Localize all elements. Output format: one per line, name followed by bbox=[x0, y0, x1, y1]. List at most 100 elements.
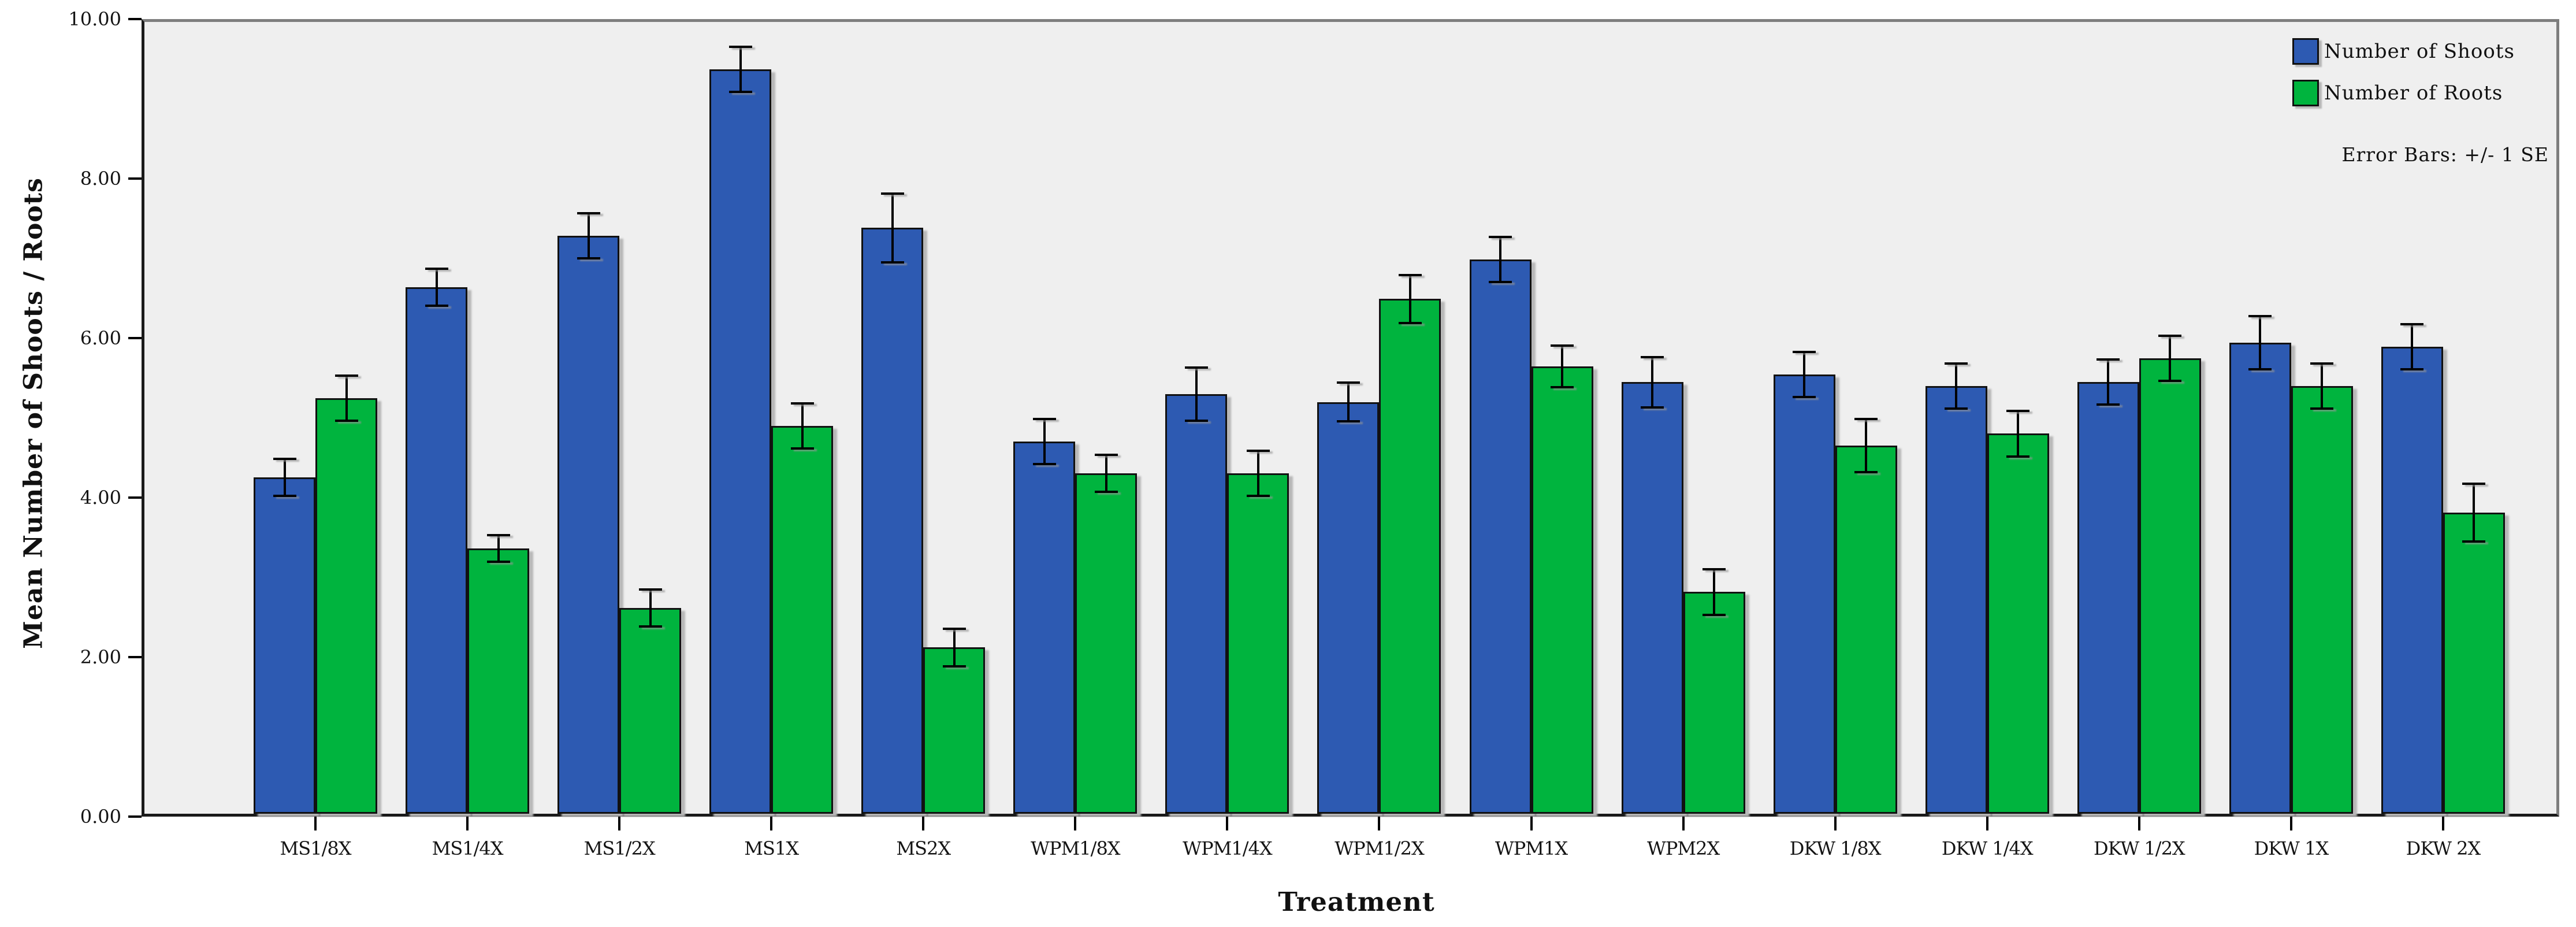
error-bar-cap bbox=[1945, 407, 1968, 410]
y-axis-tick-label: 10.00 bbox=[68, 8, 121, 30]
error-bar-stem bbox=[1713, 568, 1716, 616]
error-bar-cap bbox=[1398, 322, 1422, 325]
bar-roots-10 bbox=[1835, 446, 1897, 814]
legend-item-roots: Number of Roots bbox=[2292, 80, 2515, 106]
x-axis-category-label: DKW 1/2X bbox=[2093, 837, 2185, 859]
bar-roots-1 bbox=[467, 548, 530, 814]
error-bar-cap bbox=[2006, 455, 2030, 458]
error-bar-cap bbox=[577, 212, 600, 214]
error-bar-stem bbox=[801, 402, 804, 450]
error-bar-stem bbox=[1195, 366, 1198, 422]
error-bar-cap bbox=[486, 560, 510, 563]
legend-label-shoots: Number of Shoots bbox=[2324, 40, 2515, 63]
y-axis-tick bbox=[128, 656, 142, 658]
x-axis-category-label: MS1/8X bbox=[280, 837, 352, 859]
roots-swatch-icon bbox=[2292, 80, 2319, 106]
error-bar-cap bbox=[790, 447, 814, 450]
error-bar-stem bbox=[435, 267, 438, 307]
x-axis-tick bbox=[1530, 817, 1533, 830]
error-bar-cap bbox=[2006, 410, 2030, 413]
x-axis-tick bbox=[2138, 817, 2140, 830]
y-axis-tick bbox=[128, 815, 142, 818]
error-bar-cap bbox=[638, 625, 662, 628]
x-axis-tick bbox=[1986, 817, 1988, 830]
error-bar-stem bbox=[587, 212, 590, 259]
x-axis-tick bbox=[1834, 817, 1837, 830]
error-bar-stem bbox=[1955, 362, 1958, 410]
error-bar-cap bbox=[1854, 470, 1878, 473]
error-bar-cap bbox=[577, 257, 600, 259]
bar-roots-8 bbox=[1531, 366, 1593, 814]
error-bar-cap bbox=[2248, 368, 2272, 370]
x-axis-tick bbox=[1074, 817, 1077, 830]
y-axis-title: Mean Number of Shoots / Roots bbox=[18, 177, 49, 649]
bar-shoots-9 bbox=[1621, 382, 1683, 814]
error-bar-stem bbox=[953, 628, 956, 668]
error-bar-stem bbox=[1651, 356, 1654, 409]
x-axis-category-label: WPM1/2X bbox=[1335, 837, 1424, 859]
bar-layer bbox=[144, 22, 2556, 814]
error-bar-cap bbox=[1551, 344, 1574, 347]
bar-roots-6 bbox=[1227, 473, 1289, 814]
error-bar-cap bbox=[1641, 356, 1664, 359]
y-axis-tick bbox=[128, 337, 142, 339]
error-bar-cap bbox=[425, 267, 448, 270]
bar-roots-14 bbox=[2443, 513, 2505, 814]
error-bar-cap bbox=[1032, 463, 1056, 466]
error-bar-stem bbox=[497, 534, 500, 563]
error-bar-stem bbox=[2169, 335, 2172, 383]
error-bar-cap bbox=[2097, 358, 2120, 361]
error-bar-stem bbox=[2259, 314, 2262, 370]
bar-roots-0 bbox=[315, 398, 377, 814]
x-axis-category-label: DKW 2X bbox=[2406, 837, 2481, 859]
x-axis-tick bbox=[618, 817, 621, 830]
y-axis-tick bbox=[128, 496, 142, 499]
error-bar-cap bbox=[942, 628, 966, 631]
error-bar-cap bbox=[790, 402, 814, 405]
error-bar-cap bbox=[2310, 407, 2334, 410]
error-bar-cap bbox=[1246, 495, 1270, 497]
error-bar-cap bbox=[1184, 419, 1208, 422]
error-bar-stem bbox=[345, 374, 348, 422]
x-axis-category-label: MS1X bbox=[744, 837, 799, 859]
error-bar-stem bbox=[1105, 453, 1107, 494]
error-bar-cap bbox=[1703, 568, 1726, 571]
error-bar-cap bbox=[2097, 403, 2120, 406]
error-bar-stem bbox=[1408, 273, 1411, 325]
x-axis-category-label: WPM1/8X bbox=[1031, 837, 1120, 859]
bar-shoots-12 bbox=[2077, 382, 2139, 814]
bar-roots-13 bbox=[2291, 386, 2353, 814]
error-bar-cap bbox=[1793, 350, 1816, 353]
error-bar-stem bbox=[2017, 410, 2020, 458]
error-bar-cap bbox=[1184, 366, 1208, 369]
error-bar-cap bbox=[1703, 613, 1726, 616]
error-bar-cap bbox=[1489, 235, 1512, 238]
error-bar-stem bbox=[283, 457, 286, 497]
error-bar-cap bbox=[334, 419, 358, 422]
bar-roots-2 bbox=[619, 608, 682, 814]
legend: Number of Shoots Number of Roots bbox=[2292, 38, 2515, 106]
x-axis-tick bbox=[1682, 817, 1685, 830]
x-axis-category-label: WPM2X bbox=[1646, 837, 1720, 859]
x-axis-tick bbox=[770, 817, 773, 830]
error-bar-cap bbox=[728, 91, 752, 94]
bar-shoots-6 bbox=[1165, 394, 1228, 814]
error-bar-cap bbox=[1641, 406, 1664, 409]
x-axis-tick bbox=[2441, 817, 2444, 830]
bar-roots-3 bbox=[771, 426, 834, 814]
x-axis-tick bbox=[2289, 817, 2292, 830]
shoots-swatch-icon bbox=[2292, 38, 2319, 65]
error-bar-stem bbox=[1347, 381, 1350, 423]
x-axis-tick bbox=[922, 817, 925, 830]
error-bar-cap bbox=[334, 374, 358, 377]
error-bar-cap bbox=[880, 261, 904, 264]
y-axis-tick-label: 0.00 bbox=[80, 806, 121, 828]
y-axis-tick bbox=[128, 177, 142, 180]
error-bar-cap bbox=[728, 46, 752, 49]
bar-roots-11 bbox=[1987, 433, 2049, 814]
bar-shoots-0 bbox=[254, 477, 315, 814]
bar-roots-5 bbox=[1075, 473, 1138, 814]
error-bar-cap bbox=[273, 495, 296, 497]
error-bar-cap bbox=[942, 665, 966, 668]
